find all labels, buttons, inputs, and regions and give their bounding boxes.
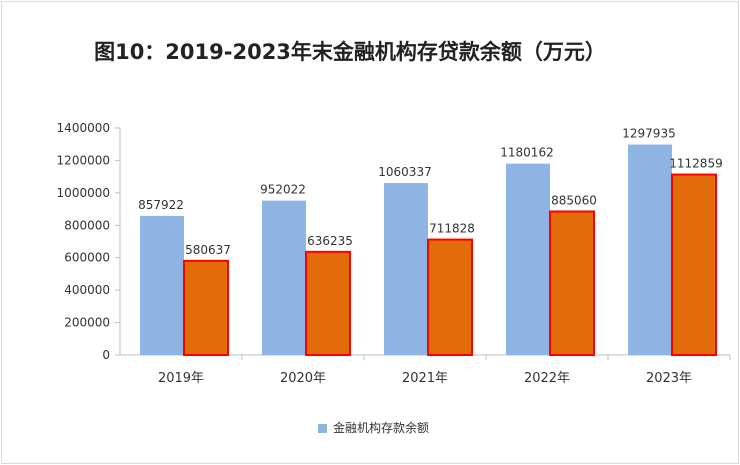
data-label-deposit: 857922 bbox=[138, 198, 184, 212]
bar-deposit bbox=[140, 215, 184, 355]
y-tick-label: 1400000 bbox=[57, 121, 110, 135]
data-label-deposit: 1297935 bbox=[622, 127, 675, 141]
y-tick-label: 0 bbox=[102, 348, 110, 362]
x-tick-label: 2019年 bbox=[158, 371, 204, 386]
data-label-loan: 711828 bbox=[429, 222, 475, 236]
bar-deposit bbox=[506, 163, 550, 355]
bar-loan bbox=[183, 259, 229, 356]
bar-loan bbox=[427, 238, 473, 356]
data-label-loan: 885060 bbox=[551, 193, 597, 207]
y-tick-label: 600000 bbox=[64, 251, 110, 265]
data-label-deposit: 952022 bbox=[260, 183, 306, 197]
bar-loan bbox=[549, 210, 595, 356]
x-tick-label: 2021年 bbox=[402, 371, 448, 386]
data-label-loan: 636235 bbox=[307, 234, 353, 248]
bar-loan bbox=[305, 250, 351, 356]
y-tick-label: 800000 bbox=[64, 218, 110, 232]
bar-deposit bbox=[384, 183, 428, 355]
data-label-loan: 580637 bbox=[185, 243, 231, 257]
legend-label-deposit: 金融机构存款余额 bbox=[333, 421, 430, 435]
y-tick-label: 1000000 bbox=[57, 186, 110, 200]
data-label-deposit: 1060337 bbox=[378, 165, 431, 179]
x-tick-label: 2023年 bbox=[646, 371, 692, 386]
bar-deposit bbox=[262, 200, 306, 355]
y-tick-label: 200000 bbox=[64, 316, 110, 330]
y-tick-label: 400000 bbox=[64, 283, 110, 297]
legend-swatch-deposit bbox=[318, 424, 327, 433]
x-tick-label: 2020年 bbox=[280, 371, 326, 386]
data-label-loan: 1112859 bbox=[669, 157, 722, 171]
y-tick-label: 1200000 bbox=[57, 153, 110, 167]
data-label-deposit: 1180162 bbox=[500, 146, 553, 160]
x-tick-label: 2022年 bbox=[524, 371, 570, 386]
bar-deposit bbox=[628, 144, 672, 355]
chart-title: 图10：2019-2023年末金融机构存贷款余额（万元） bbox=[94, 40, 606, 64]
legend: 金融机构存款余额 bbox=[318, 420, 451, 437]
bar-loan bbox=[671, 173, 717, 356]
